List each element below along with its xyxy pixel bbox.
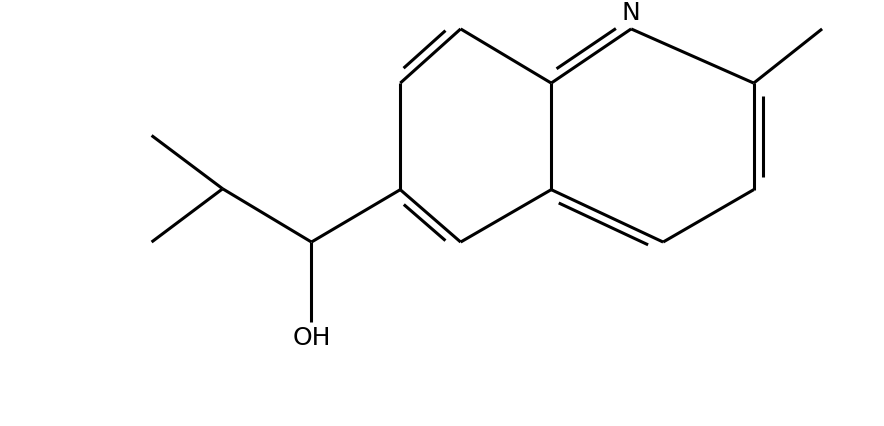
Text: N: N: [621, 1, 641, 26]
Text: OH: OH: [293, 326, 331, 351]
